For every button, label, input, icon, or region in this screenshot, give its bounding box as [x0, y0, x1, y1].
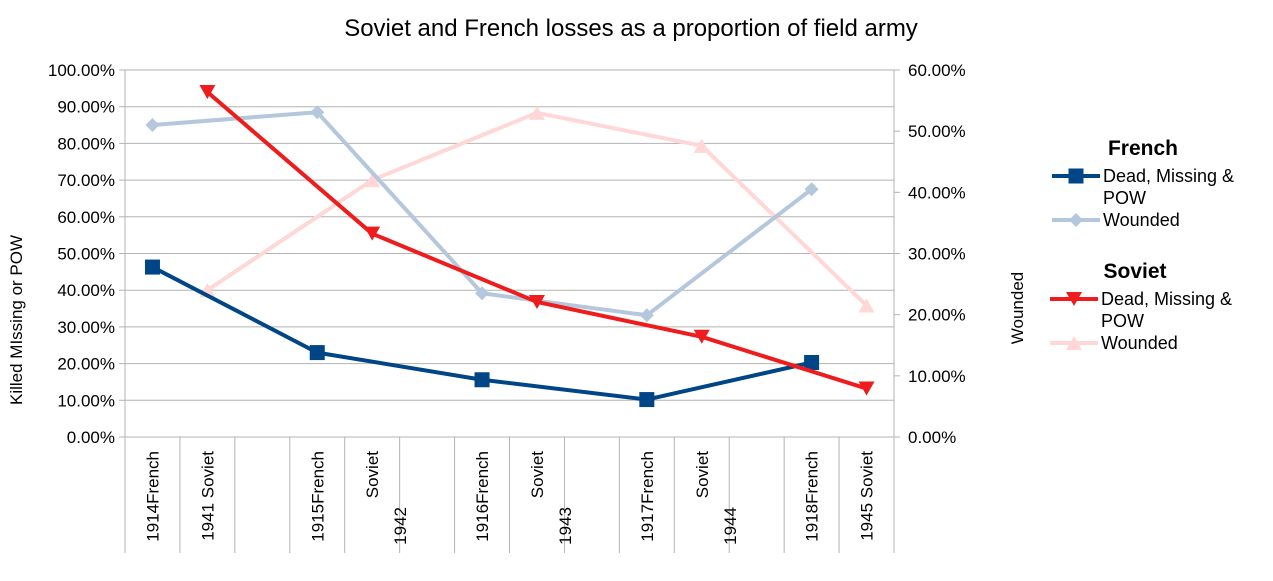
y-axis-right-label: Wounded: [1008, 272, 1027, 344]
series-line: [199, 85, 875, 396]
x-tick-label: 1916French: [473, 451, 492, 542]
y-left-tick-label: 100.00%: [48, 61, 115, 80]
y-left-tick-label: 20.00%: [57, 355, 115, 374]
data-point: [693, 329, 710, 344]
x-tick-label: Soviet1942: [363, 451, 410, 545]
data-point: [693, 138, 710, 153]
x-tick-label: 1941 Soviet: [198, 451, 217, 541]
x-tick-label: Soviet1944: [693, 451, 740, 545]
y-left-tick-label: 50.00%: [57, 245, 115, 264]
y-axis-left-label: Killed MIssing or POW: [7, 235, 26, 405]
data-point: [364, 173, 381, 188]
y-left-tick-label: 0.00%: [67, 428, 115, 447]
y-right-tick-label: 30.00%: [908, 245, 966, 264]
x-tick-label: 1945 Soviet: [858, 451, 877, 541]
data-point: [804, 354, 820, 370]
series-line: [199, 105, 875, 313]
data-point: [1068, 168, 1084, 184]
x-tick-label: Soviet1943: [528, 451, 575, 545]
y-right-tick-label: 10.00%: [908, 367, 966, 386]
y-left-tick-label: 70.00%: [57, 171, 115, 190]
x-tick-label: 1915French: [308, 451, 327, 542]
series-path: [152, 110, 813, 318]
y-left-tick-label: 90.00%: [57, 98, 115, 117]
series-path: [206, 110, 868, 307]
data-point: [528, 105, 545, 120]
data-point: [639, 308, 654, 323]
data-point: [145, 118, 160, 133]
y-left-tick-label: 40.00%: [57, 281, 115, 300]
y-left-tick-label: 80.00%: [57, 134, 115, 153]
data-point: [804, 182, 819, 197]
data-point: [309, 345, 325, 361]
data-point: [858, 381, 875, 396]
y-right-tick-label: 0.00%: [908, 428, 956, 447]
data-point: [199, 85, 216, 100]
legend-label: Wounded: [1101, 333, 1178, 353]
data-point: [310, 105, 325, 120]
y-left-tick-label: 60.00%: [57, 208, 115, 227]
data-point: [364, 226, 381, 241]
x-tick-label: 1917French: [638, 451, 657, 542]
series-line: [145, 105, 819, 323]
legend-label: Wounded: [1103, 210, 1180, 230]
y-right-tick-label: 40.00%: [908, 183, 966, 202]
series-line: [144, 259, 820, 408]
data-point: [474, 372, 490, 388]
x-tick-label: 1918French: [803, 451, 822, 542]
legend-label: Dead, Missing & POW: [1103, 166, 1234, 208]
legend-label: Dead, Missing & POW: [1101, 289, 1232, 331]
data-point: [144, 259, 160, 275]
x-tick-label: 1914French: [143, 451, 162, 542]
data-point: [475, 286, 490, 301]
data-point: [858, 298, 875, 313]
legend-group-title: Soviet: [1103, 260, 1166, 283]
data-point: [1066, 292, 1082, 306]
legend-group-title: French: [1108, 137, 1178, 160]
axes: 0.00% 10.00% 20.00% 30.00% 40.00% 50.00% 60.00…: [48, 61, 966, 553]
plot-area: [144, 85, 875, 408]
chart-title: Soviet and French losses as a proportion…: [344, 15, 918, 42]
data-point: [528, 294, 545, 309]
series-path: [206, 90, 868, 391]
y-right-tick-label: 20.00%: [908, 306, 966, 325]
y-right-tick-label: 50.00%: [908, 122, 966, 141]
data-point: [1069, 213, 1083, 227]
data-point: [639, 392, 655, 408]
y-left-tick-label: 30.00%: [57, 318, 115, 337]
y-right-tick-label: 60.00%: [908, 61, 966, 80]
y-left-tick-label: 10.00%: [57, 391, 115, 410]
data-point: [1066, 336, 1082, 350]
